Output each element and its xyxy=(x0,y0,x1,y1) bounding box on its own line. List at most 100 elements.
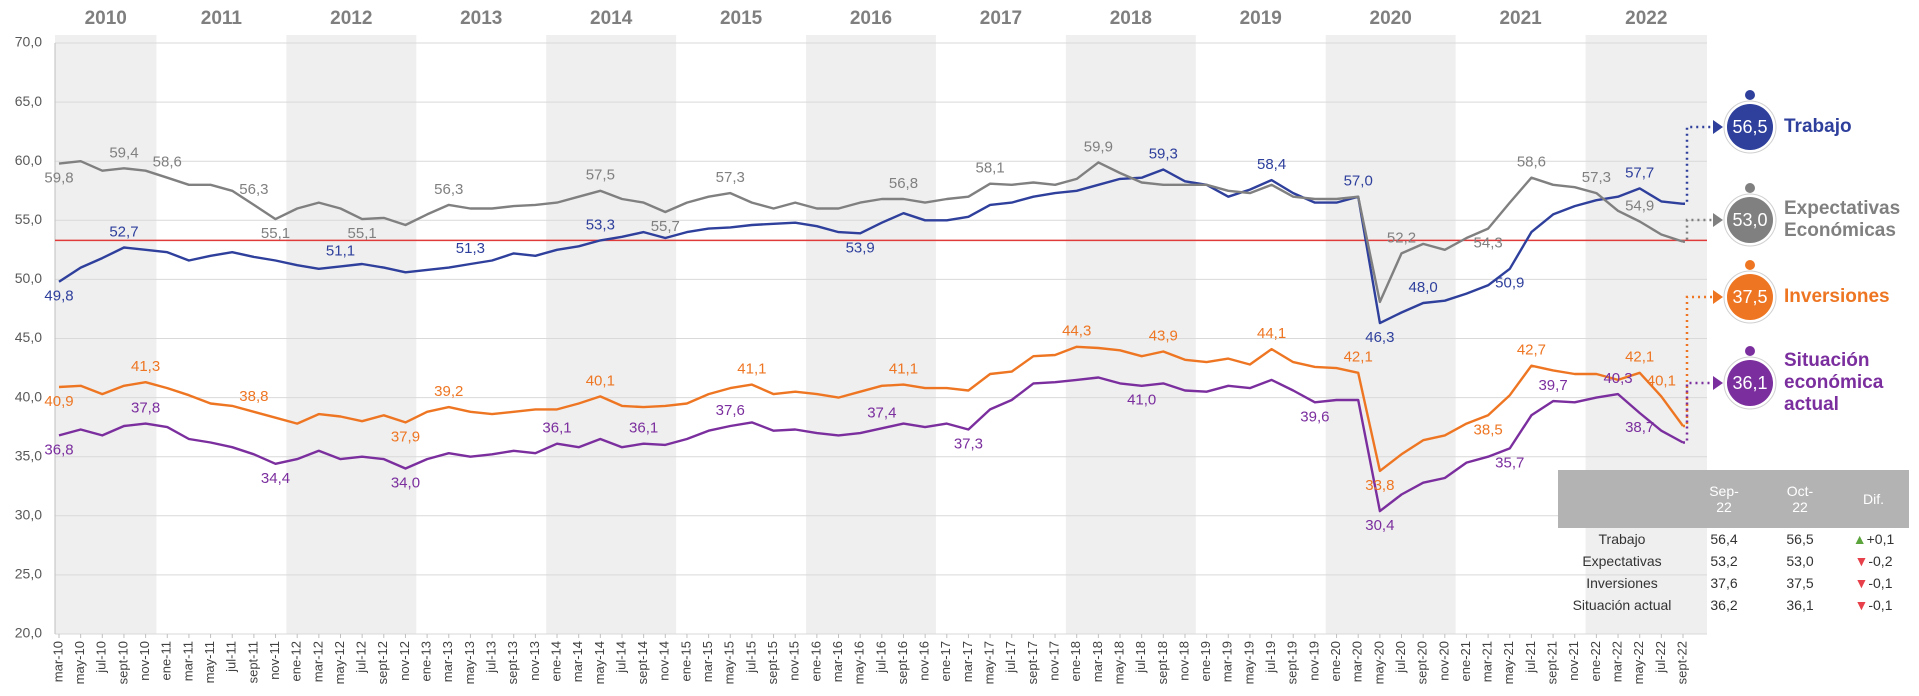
series-name: Expectativas Económicas xyxy=(1784,198,1901,241)
x-tick-label: ene-20 xyxy=(1328,641,1343,681)
cell-text: 53,2 xyxy=(1710,553,1738,569)
table-cell: 56,5 xyxy=(1762,531,1838,547)
data-label: 37,4 xyxy=(867,404,896,421)
data-label: 59,4 xyxy=(109,144,138,161)
x-tick-label: mar-19 xyxy=(1220,641,1235,682)
x-tick-label: sept-18 xyxy=(1155,641,1170,684)
x-tick-label: mar-15 xyxy=(700,641,715,682)
data-label: 57,3 xyxy=(716,169,745,186)
marker-dot xyxy=(1745,90,1755,100)
data-label: 39,2 xyxy=(434,383,463,400)
data-label: 55,7 xyxy=(651,218,680,235)
x-tick-label: ene-13 xyxy=(419,641,434,681)
data-label: 52,2 xyxy=(1387,229,1416,246)
trend-arrow: ▼ xyxy=(1854,553,1869,569)
data-label: 35,7 xyxy=(1495,454,1524,471)
year-label: 2014 xyxy=(590,8,633,29)
table-cell: Trabajo xyxy=(1558,531,1686,547)
x-tick-label: sept-14 xyxy=(635,641,650,684)
y-tick-label: 45,0 xyxy=(15,329,42,345)
year-label: 2012 xyxy=(330,8,372,29)
series-line xyxy=(58,160,1684,304)
x-tick-label: sept-13 xyxy=(505,641,520,684)
trend-arrow: ▼ xyxy=(1854,575,1869,591)
x-tick-label: jul-12 xyxy=(354,641,369,674)
x-tick-label: nov-21 xyxy=(1566,641,1581,681)
connector xyxy=(1683,125,1714,206)
year-label: 2018 xyxy=(1110,8,1152,29)
year-label: 2010 xyxy=(85,8,127,29)
cell-text: 37,5 xyxy=(1786,575,1814,591)
data-label: 50,9 xyxy=(1495,275,1524,292)
connector-arrow xyxy=(1713,120,1723,134)
x-tick-label: may-21 xyxy=(1501,641,1516,684)
header-cell: Sep-22 xyxy=(1686,483,1762,515)
year-band xyxy=(1325,35,1456,634)
data-label: 58,4 xyxy=(1257,156,1286,173)
latest-marker xyxy=(1727,360,1773,406)
data-label: 34,4 xyxy=(261,470,290,487)
table-cell: 53,0 xyxy=(1762,553,1838,569)
table-row: Trabajo 56,4 56,5 ▲+0,1 xyxy=(1558,528,1909,550)
cell-text: Trabajo xyxy=(1598,531,1646,547)
latest-label: 36,1 xyxy=(1732,373,1767,393)
x-tick-label: jul-13 xyxy=(484,641,499,674)
x-tick-label: mar-18 xyxy=(1090,641,1105,682)
x-tick-label: mar-20 xyxy=(1350,641,1365,682)
x-tick-label: nov-20 xyxy=(1436,641,1451,681)
data-label: 51,3 xyxy=(456,240,485,257)
data-label: 43,9 xyxy=(1149,327,1178,344)
data-label: 36,1 xyxy=(629,420,658,437)
data-label: 55,1 xyxy=(261,225,290,242)
data-label: 37,6 xyxy=(716,402,745,419)
latest-marker xyxy=(1727,274,1773,320)
x-tick-label: mar-22 xyxy=(1609,641,1624,682)
data-label: 48,0 xyxy=(1409,279,1438,296)
data-label: 57,3 xyxy=(1582,169,1611,186)
x-tick-label: nov-15 xyxy=(787,641,802,681)
data-label: 56,3 xyxy=(434,181,463,198)
summary-table: Sep-22 Oct-22 Dif. Trabajo 56,4 56,5 ▲+0,1 Expe… xyxy=(1558,470,1909,616)
x-tick-label: jul-21 xyxy=(1523,641,1538,674)
data-label: 42,1 xyxy=(1344,349,1373,366)
data-label: 44,1 xyxy=(1257,325,1286,342)
x-tick-label: ene-19 xyxy=(1198,641,1213,681)
x-tick-label: ene-16 xyxy=(808,641,823,681)
x-tick-label: ene-12 xyxy=(289,641,304,681)
data-label: 30,4 xyxy=(1365,517,1394,534)
y-tick-label: 40,0 xyxy=(15,388,42,404)
data-label: 34,0 xyxy=(391,474,420,491)
x-tick-label: may-20 xyxy=(1371,641,1386,684)
cell-text: 53,0 xyxy=(1786,553,1814,569)
connector xyxy=(1683,295,1714,428)
year-label: 2017 xyxy=(980,8,1022,29)
data-label: 41,1 xyxy=(889,361,918,378)
x-tick-label: sept-21 xyxy=(1545,641,1560,684)
x-tick-label: mar-16 xyxy=(830,641,845,682)
x-tick-label: nov-11 xyxy=(267,641,282,680)
data-label: 36,8 xyxy=(44,441,73,458)
x-tick-label: mar-21 xyxy=(1480,641,1495,682)
x-tick-label: nov-18 xyxy=(1176,641,1191,681)
y-tick-label: 35,0 xyxy=(15,447,42,463)
latest-label: 53,0 xyxy=(1732,210,1767,230)
header-text: Sep-22 xyxy=(1709,483,1739,515)
x-tick-label: may-11 xyxy=(202,641,217,683)
year-label: 2015 xyxy=(720,8,763,29)
table-cell: ▼-0,1 xyxy=(1838,575,1909,591)
series-name: Trabajo xyxy=(1784,116,1852,137)
series-line xyxy=(58,345,1684,473)
x-tick-label: nov-13 xyxy=(527,641,542,681)
x-tick-label: jul-17 xyxy=(1003,641,1018,674)
x-tick-label: nov-16 xyxy=(917,641,932,681)
x-tick-label: ene-11 xyxy=(159,641,174,681)
header-text: Dif. xyxy=(1863,491,1884,507)
x-tick-label: sept-22 xyxy=(1674,641,1689,684)
connector-arrow xyxy=(1713,376,1723,390)
table-header: Sep-22 Oct-22 Dif. xyxy=(1558,470,1909,528)
x-tick-label: jul-18 xyxy=(1133,641,1148,674)
data-label: 59,9 xyxy=(1084,138,1113,155)
x-tick-label: ene-15 xyxy=(678,641,693,681)
data-label: 37,9 xyxy=(391,428,420,445)
